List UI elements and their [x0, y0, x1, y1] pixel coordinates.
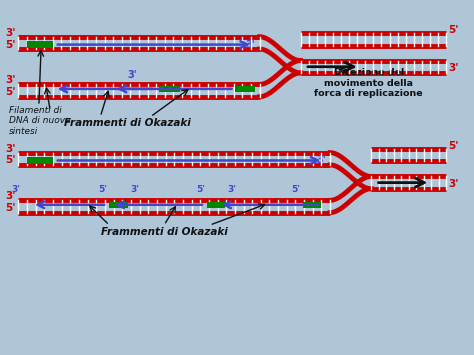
Text: 3': 3'	[6, 28, 16, 38]
Text: 5': 5'	[6, 155, 16, 165]
Text: 3': 3'	[448, 64, 459, 73]
Text: 3': 3'	[6, 75, 16, 85]
FancyBboxPatch shape	[235, 86, 255, 92]
Text: 5': 5'	[448, 141, 459, 151]
Text: 3': 3'	[6, 143, 16, 153]
Text: 5': 5'	[196, 185, 205, 194]
Text: 5': 5'	[98, 185, 107, 194]
Text: Frammenti di Okazaki: Frammenti di Okazaki	[64, 118, 191, 128]
FancyBboxPatch shape	[27, 41, 53, 48]
Text: 5': 5'	[6, 87, 16, 97]
FancyBboxPatch shape	[303, 202, 321, 208]
FancyBboxPatch shape	[207, 202, 226, 208]
Text: Frammenti di Okazaki: Frammenti di Okazaki	[100, 227, 228, 237]
Text: 3': 3'	[6, 191, 16, 201]
Text: 3': 3'	[128, 70, 137, 80]
FancyBboxPatch shape	[109, 202, 128, 208]
Text: 5': 5'	[448, 25, 459, 35]
Text: 3': 3'	[228, 185, 237, 194]
Text: 5': 5'	[6, 203, 16, 213]
FancyBboxPatch shape	[159, 86, 180, 92]
Text: 5': 5'	[292, 185, 301, 194]
Text: Filamenti di
DNA di nuova
sintesi: Filamenti di DNA di nuova sintesi	[9, 106, 71, 136]
Text: 5': 5'	[6, 40, 16, 50]
Text: 3': 3'	[316, 155, 326, 165]
Text: 3': 3'	[448, 179, 459, 189]
Text: Direzione del
movimento della
forca di replicazione: Direzione del movimento della forca di r…	[314, 69, 423, 98]
Text: 3': 3'	[246, 40, 255, 50]
Text: 3': 3'	[130, 185, 139, 194]
Text: 3': 3'	[12, 185, 20, 194]
FancyBboxPatch shape	[27, 157, 53, 164]
